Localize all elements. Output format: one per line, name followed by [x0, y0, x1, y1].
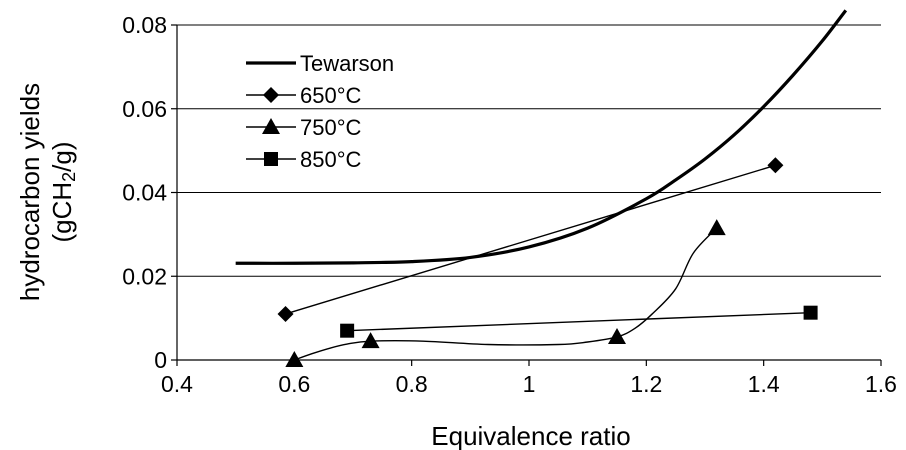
x-tick-label-2: 0.8: [396, 371, 428, 397]
y-axis-title-sub: 2: [59, 172, 79, 182]
legend-label-0: Tewarson: [300, 51, 394, 76]
series-layer: [235, 9, 848, 367]
x-tick-label-3: 1: [523, 371, 536, 397]
x-tick-label-6: 1.6: [865, 371, 897, 397]
y-tick-label-2: 0.04: [122, 180, 167, 206]
legend-label-3: 850°C: [300, 147, 362, 172]
point-2-2: [608, 327, 626, 344]
y-tick-label-0: 0: [154, 347, 167, 373]
y-tick-label-1: 0.02: [122, 263, 167, 289]
legend-marker-2: [262, 118, 280, 134]
legend-label-2: 750°C: [300, 115, 362, 140]
series-markers-2: [285, 219, 726, 367]
x-tick-label-0: 0.4: [161, 371, 193, 397]
x-tick-label-4: 1.2: [630, 371, 662, 397]
x-tick-label-1: 0.6: [278, 371, 310, 397]
point-3-1: [803, 305, 818, 320]
legend-label-1: 650°C: [300, 83, 362, 108]
legend-marker-1: [263, 87, 279, 103]
series-3: [347, 311, 811, 332]
legend-marker-3: [264, 152, 278, 166]
series-2: [294, 227, 718, 361]
point-3-0: [340, 323, 355, 338]
series-markers-1: [277, 157, 784, 322]
series-markers-3: [340, 305, 818, 338]
series-line-3: [347, 311, 811, 332]
axis-layer: 0 0.02 0.04 0.06 0.08 0.4 0.6 0.8 1 1.2 1.4 1.6: [122, 12, 897, 397]
y-axis-title-post: /g): [47, 141, 77, 171]
point-1-0: [277, 305, 294, 322]
y-tick-label-3: 0.06: [122, 96, 167, 122]
series-line-1: [285, 164, 776, 315]
series-line-2: [294, 227, 718, 361]
y-axis-title-pre: (gCH: [47, 182, 77, 243]
point-1-1: [767, 157, 784, 174]
y-axis-title-line2: (gCH2/g): [47, 141, 79, 242]
x-tick-label-5: 1.4: [748, 371, 780, 397]
y-axis-title: hydrocarbon yields (gCH2/g): [15, 83, 79, 301]
point-2-3: [707, 219, 726, 236]
y-axis-title-line1: hydrocarbon yields: [15, 83, 45, 301]
series-line-0: [235, 9, 848, 265]
y-tick-label-4: 0.08: [122, 12, 167, 38]
x-axis-title: Equivalence ratio: [431, 421, 630, 450]
series-0: [235, 9, 848, 265]
series-1: [285, 164, 776, 315]
legend: Tewarson 650°C 750°C 850°C: [246, 51, 394, 172]
point-2-0: [285, 351, 304, 367]
grid-layer: [177, 24, 881, 277]
point-2-1: [361, 332, 380, 349]
